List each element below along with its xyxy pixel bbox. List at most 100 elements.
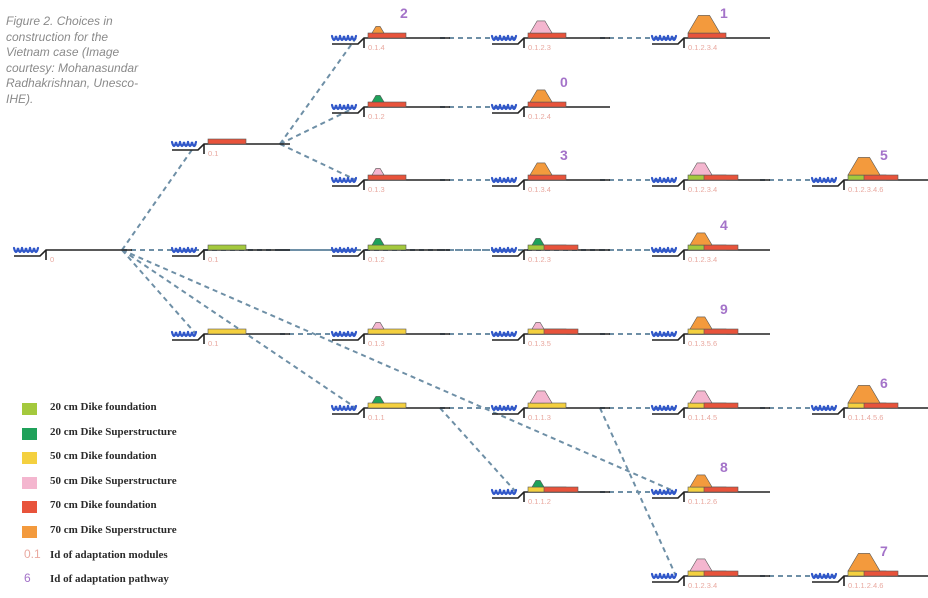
node-c6: 0.1.1.2.6 8	[650, 459, 770, 506]
pathway-id-label: 1	[720, 5, 728, 21]
node-c2: 0.1.2.3.4	[650, 162, 770, 194]
module-id-label: 0.1.3.5	[528, 339, 551, 348]
layer-s70	[689, 316, 713, 330]
pathway-id-label: 8	[720, 459, 728, 475]
module-id-label: 0.1.2.3.4	[688, 185, 717, 194]
legend-item-s20: 20 cm Dike Superstructure	[22, 425, 252, 450]
node-b2: 0.1.2.4 0	[490, 74, 610, 121]
legend: 20 cm Dike foundation 20 cm Dike Superstr…	[22, 400, 252, 597]
node-n1: 0.1	[170, 138, 290, 158]
legend-item-f50: 50 cm Dike foundation	[22, 449, 252, 474]
layer-f70	[367, 174, 407, 181]
layer-f70	[863, 570, 899, 577]
layer-f50	[527, 402, 567, 409]
module-id-label: 0.1.2.3	[528, 43, 551, 52]
legend-swatch-text: 0.1	[24, 546, 41, 561]
layer-f70	[703, 570, 739, 577]
node-c3: 0.1.2.3.4 4	[650, 217, 770, 264]
layer-f20	[367, 244, 407, 251]
legend-label: Id of adaptation modules	[50, 548, 168, 561]
module-id-label: 0.1.1.2.4.6	[848, 581, 883, 590]
layer-f70	[543, 486, 579, 493]
layer-s70	[529, 89, 553, 103]
layer-s20	[371, 396, 385, 404]
pathway-id-label: 7	[880, 543, 888, 559]
layer-f70	[863, 174, 899, 181]
legend-swatch	[22, 403, 37, 415]
legend-item-f20: 20 cm Dike foundation	[22, 400, 252, 425]
module-id-label: 0.1.2.3.4	[688, 43, 717, 52]
layer-s20	[371, 95, 385, 103]
module-id-label: 0.1.1.2.6	[688, 497, 717, 506]
module-id-label: 0.1.2.3.4	[688, 255, 717, 264]
edge-root-n1	[121, 143, 197, 251]
module-id-label: 0.1.1.4.5	[688, 413, 717, 422]
layer-s70	[689, 232, 713, 246]
legend-label: 50 cm Dike foundation	[50, 450, 157, 463]
legend-item-s50: 50 cm Dike Superstructure	[22, 474, 252, 499]
node-a1: 0.1.4 2	[330, 5, 450, 52]
edge-b6-c7	[599, 407, 677, 577]
legend-label: 70 cm Dike Superstructure	[50, 523, 177, 536]
module-id-label: 0.1.3.4	[528, 185, 551, 194]
node-n2: 0.1	[170, 244, 290, 264]
layer-f70	[527, 101, 567, 108]
legend-swatch-text: 6	[24, 571, 31, 586]
layer-f70	[367, 101, 407, 108]
module-id-label: 0.1.2.4	[528, 112, 551, 121]
layer-f70	[527, 174, 567, 181]
layer-s50	[689, 558, 713, 572]
layer-f70	[703, 174, 739, 181]
pathway-id-label: 3	[560, 147, 568, 163]
layer-f70	[703, 244, 739, 251]
module-id-label: 0.1.2.3.4.6	[848, 185, 883, 194]
legend-label: 20 cm Dike foundation	[50, 401, 157, 413]
module-id-label: 0.1.3.5.6	[688, 339, 717, 348]
layer-s20	[371, 238, 385, 246]
node-c1: 0.1.2.3.4 1	[650, 5, 770, 52]
module-id-label: 0.1.4	[368, 43, 385, 52]
layer-f70	[863, 402, 899, 409]
layer-s70	[847, 553, 881, 572]
layer-s70	[689, 474, 713, 488]
node-b6: 0.1.1.3	[490, 390, 610, 422]
layer-f70	[543, 244, 579, 251]
layer-s50	[529, 20, 553, 34]
figure-caption: Figure 2. Choices in construction for th…	[6, 14, 139, 106]
legend-swatch	[22, 501, 37, 514]
layer-s50	[689, 162, 713, 176]
legend-label: 50 cm Dike Superstructure	[50, 474, 177, 487]
legend-swatch	[22, 525, 37, 538]
legend-swatch	[22, 452, 37, 465]
module-id-label: 0.1.2.3	[528, 255, 551, 264]
legend-item-pathway_id: 6 Id of adaptation pathway	[22, 571, 252, 597]
legend-item-module_id: 0.1 Id of adaptation modules	[22, 546, 252, 573]
layer-s50	[529, 390, 553, 404]
layer-s20	[531, 238, 545, 246]
edge-a6-b7	[439, 407, 517, 493]
module-id-label: 0.1	[208, 149, 218, 158]
node-b1: 0.1.2.3	[490, 20, 610, 52]
layer-s70	[371, 26, 385, 34]
node-b4: 0.1.2.3	[490, 238, 610, 264]
node-c4: 0.1.3.5.6 9	[650, 301, 770, 348]
module-id-label: 0.1.1.2	[528, 497, 551, 506]
node-d3: 0.1.1.2.4.6 7	[810, 543, 928, 590]
layer-s70	[847, 157, 881, 176]
module-id-label: 0.1.1.4.5.6	[848, 413, 883, 422]
node-root: 0	[12, 246, 132, 264]
node-c7: 0.1.2.3.4	[650, 558, 770, 590]
module-id-label: 0.1.1.3	[528, 413, 551, 422]
module-id-label: 0.1.3	[368, 185, 385, 194]
pathway-id-label: 5	[880, 147, 888, 163]
legend-item-f70: 70 cm Dike foundation	[22, 498, 252, 523]
module-id-label: 0.1.2	[368, 255, 385, 264]
layer-f70	[703, 402, 739, 409]
layer-f50	[367, 328, 407, 335]
nodes-layer: 0 0.1 0.1 0.1 0.1.4 2 0.1.2 0.1.3 0.1.2 0.1.3 0.1.…	[12, 5, 928, 590]
module-id-label: 0.1	[208, 255, 218, 264]
module-id-label: 0.1.2.3.4	[688, 581, 717, 590]
node-b5: 0.1.3.5	[490, 322, 610, 348]
